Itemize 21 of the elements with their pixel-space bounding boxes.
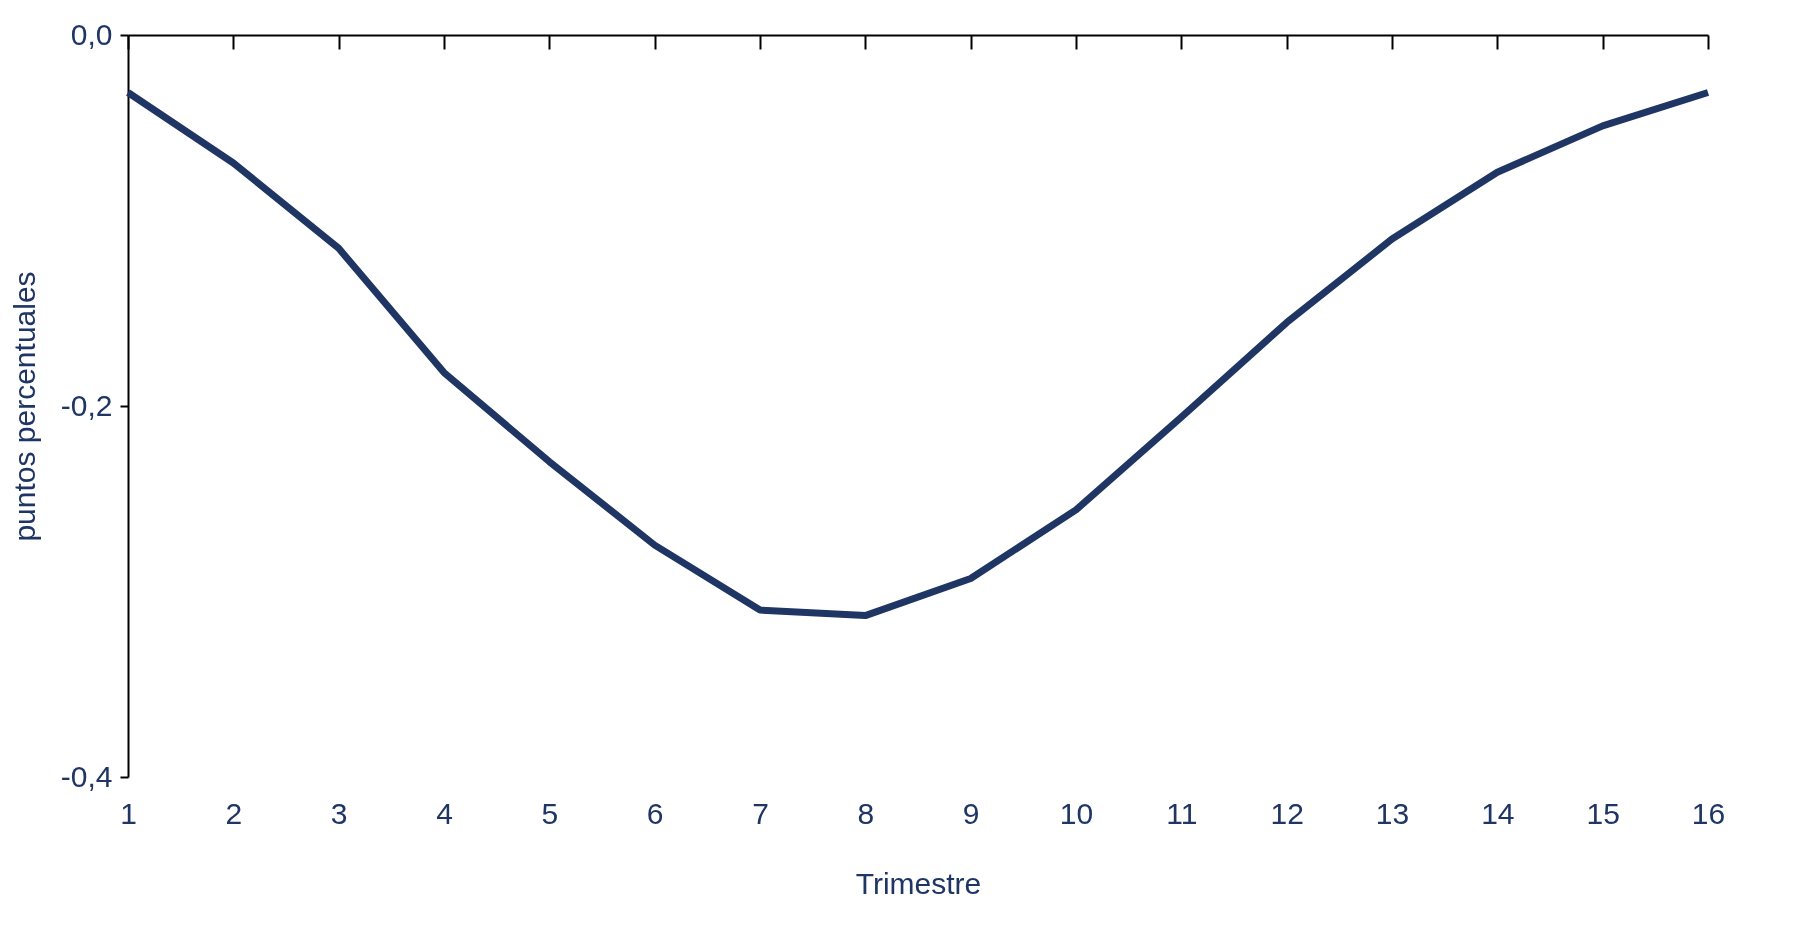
x-tick-label: 3 xyxy=(330,796,348,830)
x-tick-label: 2 xyxy=(225,796,243,830)
x-tick-label: 12 xyxy=(1270,796,1304,830)
x-tick-label: 4 xyxy=(436,796,453,830)
x-tick-label: 7 xyxy=(752,796,769,830)
x-tick-label: 14 xyxy=(1481,796,1515,830)
y-axis-title: puntos percentuales xyxy=(7,271,41,542)
x-tick-label: 1 xyxy=(120,796,137,830)
x-tick-label: 13 xyxy=(1375,796,1410,830)
x-tick-label: 8 xyxy=(857,796,875,830)
x-tick-label: 10 xyxy=(1059,796,1094,830)
x-tick-label: 6 xyxy=(646,796,664,830)
y-tick-label: -0,4 xyxy=(60,759,113,793)
x-tick-label: 15 xyxy=(1586,796,1620,830)
y-tick-label: -0,2 xyxy=(60,388,113,422)
x-axis-title: Trimestre xyxy=(855,866,982,900)
x-tick-label: 16 xyxy=(1691,796,1726,830)
x-tick-label: 11 xyxy=(1166,796,1198,830)
x-tick-label: 5 xyxy=(541,796,559,830)
y-tick-label: 0,0 xyxy=(70,17,113,51)
x-tick-label: 9 xyxy=(962,796,980,830)
